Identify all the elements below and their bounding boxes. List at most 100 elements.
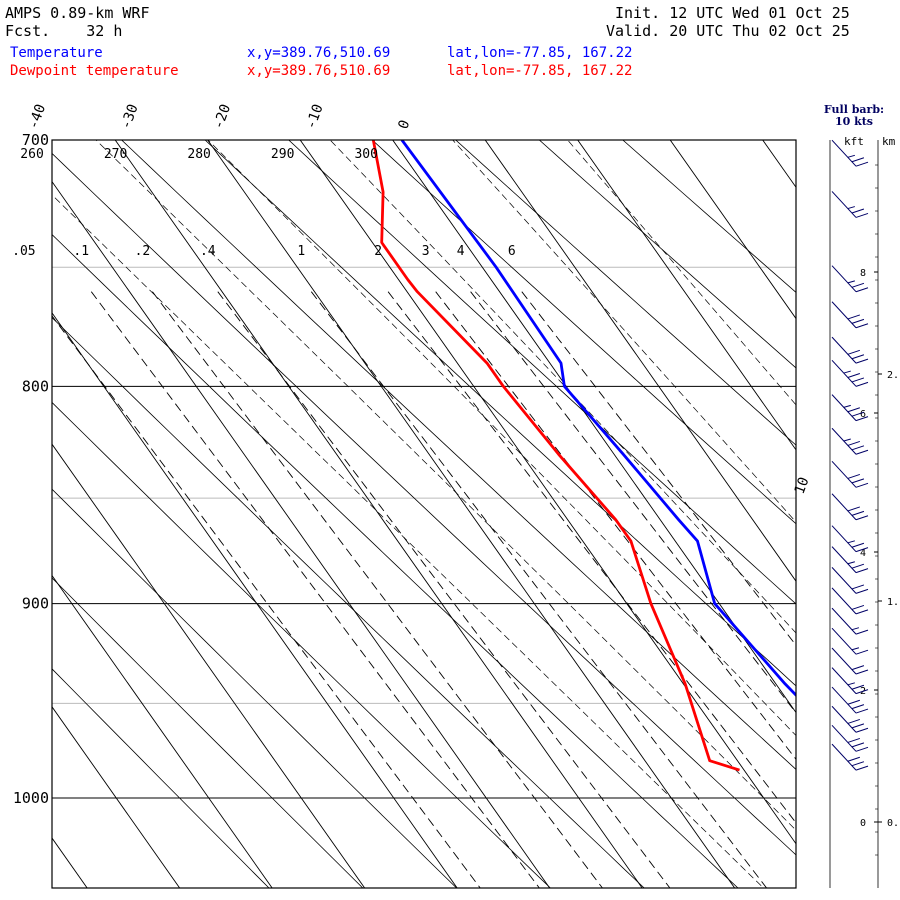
barb-flag xyxy=(851,354,865,360)
pressure-tick-label: 800 xyxy=(22,377,49,395)
dry-adiabat xyxy=(121,140,796,770)
legend-dewpoint-latlon: lat,lon=-77.85, 167.22 xyxy=(447,63,633,79)
barb-staff xyxy=(831,705,857,733)
mixing-ratio-line xyxy=(521,291,796,646)
kft-tick-label: 8 xyxy=(860,268,866,279)
mixing-ratio-line xyxy=(52,315,481,888)
init-label: Init. xyxy=(615,4,661,22)
pressure-tick-label: 1000 xyxy=(13,789,49,807)
barb-flag xyxy=(855,588,869,594)
barb-flag xyxy=(847,718,860,724)
theta-label: 290 xyxy=(271,147,294,162)
barb-key-line2: 10 kts xyxy=(835,115,873,128)
wind-barb xyxy=(831,191,869,218)
temperature-tick-label: -40 xyxy=(25,102,49,131)
barb-staff xyxy=(831,627,857,655)
mixing-ratio-line xyxy=(310,291,768,888)
wind-barb xyxy=(831,686,869,714)
wind-barb xyxy=(831,360,869,387)
wind-barb xyxy=(831,336,869,364)
pressure-tick-label: 700 xyxy=(22,131,49,149)
isotherm xyxy=(52,312,458,888)
isotherm xyxy=(299,140,796,845)
barb-flag xyxy=(855,449,869,455)
moist-adiabat xyxy=(52,194,765,888)
barb-staff xyxy=(831,301,857,329)
dry-adiabat xyxy=(204,140,796,687)
temperature-tick-label: 0 xyxy=(395,118,413,131)
barb-half xyxy=(847,561,855,565)
wind-barb xyxy=(831,525,869,553)
legend-temperature-latlon: lat,lon=-77.85, 167.22 xyxy=(447,45,633,61)
barb-flag xyxy=(851,723,865,729)
barb-half xyxy=(851,647,860,651)
legend-temperature-xy: x,y=389.76,510.69 xyxy=(247,45,391,61)
wind-barb xyxy=(831,587,869,615)
barb-flag xyxy=(855,547,869,553)
mixing-ratio-label: 4 xyxy=(457,244,465,259)
barb-flag xyxy=(855,568,869,574)
barb-half xyxy=(847,206,855,210)
barb-flag xyxy=(847,756,860,762)
barb-flag xyxy=(851,478,865,484)
isotherm xyxy=(114,140,643,888)
isotherm xyxy=(392,140,796,714)
wind-barb xyxy=(831,301,869,329)
barb-flag xyxy=(855,358,869,364)
init-value: 12 UTC Wed 01 Oct 25 xyxy=(669,4,850,22)
barb-flag xyxy=(847,737,860,743)
wind-barb xyxy=(831,139,869,167)
barb-flag xyxy=(851,665,865,671)
barb-staff xyxy=(831,567,857,594)
mixing-ratio-label: .05 xyxy=(12,244,35,259)
theta-label: 300 xyxy=(354,147,377,162)
km-axis-label: km xyxy=(882,135,896,148)
barb-flag xyxy=(847,373,860,378)
wind-barb xyxy=(831,427,869,455)
wind-barb xyxy=(831,627,869,655)
barb-flag xyxy=(855,416,869,422)
barb-flag xyxy=(847,473,860,479)
barb-key-line1: Full barb: xyxy=(824,103,884,116)
barb-flag xyxy=(847,407,860,413)
wind-barb xyxy=(831,394,869,422)
barb-flag xyxy=(847,506,860,512)
kft-tick-label: 0 xyxy=(860,818,866,829)
barb-flag xyxy=(847,440,860,446)
mixing-ratio-label: 3 xyxy=(422,244,430,259)
isotherm xyxy=(52,574,273,888)
barb-flag xyxy=(855,746,869,752)
barb-flag xyxy=(855,515,869,521)
kft-tick-label: 4 xyxy=(860,548,866,559)
wind-barb xyxy=(831,493,869,521)
barb-half xyxy=(843,404,851,408)
dry-adiabat xyxy=(52,488,458,888)
mixing-ratio-label: .2 xyxy=(135,244,151,259)
temperature-tick-label: -30 xyxy=(118,102,142,131)
wind-barb xyxy=(831,607,869,635)
mixing-ratio-label: .4 xyxy=(200,244,216,259)
dry-adiabat xyxy=(622,140,796,293)
wind-barb xyxy=(831,460,869,488)
legend-dewpoint-xy: x,y=389.76,510.69 xyxy=(247,63,391,79)
moist-adiabat xyxy=(567,140,796,406)
dry-adiabat xyxy=(52,234,739,888)
dry-adiabat xyxy=(52,152,796,856)
mixing-ratio-line xyxy=(435,291,796,761)
barb-flag xyxy=(855,381,869,387)
dry-adiabat xyxy=(52,577,364,888)
temperature-tick-label: -10 xyxy=(303,102,327,131)
wind-barb xyxy=(831,705,869,733)
barb-staff xyxy=(831,191,857,218)
temperature-tick-label: 10 xyxy=(792,475,813,496)
dry-adiabat xyxy=(52,401,551,888)
wind-barb xyxy=(831,743,869,771)
barb-flag xyxy=(847,699,860,705)
theta-label: 260 xyxy=(20,147,43,162)
temperature-tick-label: -20 xyxy=(210,102,234,131)
mixing-ratio-line xyxy=(152,291,604,888)
dry-adiabat xyxy=(538,140,796,369)
wind-barb xyxy=(831,647,869,675)
